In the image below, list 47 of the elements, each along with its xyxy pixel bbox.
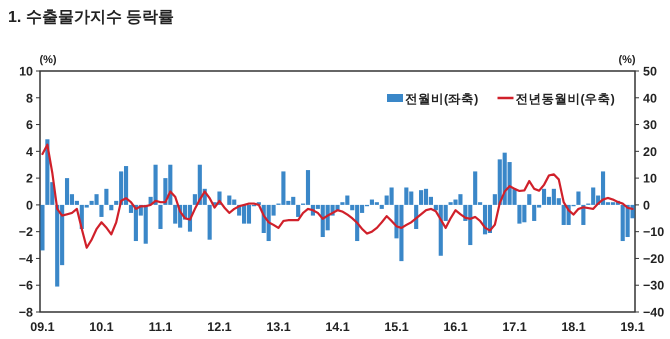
bar [40, 204, 45, 250]
x-tick-label: 15.1 [384, 320, 409, 334]
legend-label: 전월비(좌축) [405, 92, 478, 106]
bar [109, 204, 114, 210]
x-tick-label: 12.1 [207, 320, 232, 334]
x-tick-label: 19.1 [620, 320, 645, 334]
line-series [41, 144, 634, 249]
y-tick-label: −2 [18, 225, 34, 240]
y2-tick-label: −30 [643, 278, 664, 293]
x-tick-label: 11.1 [148, 320, 172, 334]
y2-tick-label: 40 [643, 91, 657, 106]
chart-title: 1. 수출물가지수 등락률 [8, 9, 174, 26]
y2-tick-label: 0 [643, 198, 650, 212]
y2-tick-label: 10 [643, 172, 657, 186]
y-tick-label: −4 [18, 252, 34, 266]
y2-tick-label: −20 [643, 252, 664, 266]
bar [527, 194, 532, 205]
y2-tick-label: 20 [643, 144, 657, 159]
y2-tick-label: −40 [643, 306, 664, 320]
x-tick-label: 09.1 [30, 320, 55, 334]
y-tick-label: −6 [18, 278, 34, 293]
y-tick-label: 8 [26, 91, 34, 106]
y2-tick-label: 50 [643, 64, 657, 78]
x-tick-label: 18.1 [561, 320, 586, 334]
bar [104, 188, 108, 205]
bar [380, 204, 384, 209]
bar [99, 204, 104, 217]
y2-axis-title: (%) [618, 54, 636, 66]
y2-tick-label: −10 [643, 225, 664, 240]
y-tick-label: 2 [26, 172, 34, 186]
x-tick-label: 13.1 [266, 320, 291, 334]
y-tick-label: −8 [18, 306, 34, 320]
x-tick-label: 16.1 [443, 320, 468, 334]
y-axis-title: (%) [39, 54, 57, 66]
y-tick-label: 0 [26, 198, 34, 212]
bar [208, 204, 212, 240]
bar [158, 204, 163, 229]
y-tick-label: 6 [26, 118, 34, 132]
y-tick-label: 10 [19, 64, 34, 78]
x-tick-label: 17.1 [502, 320, 527, 334]
y-tick-label: 4 [26, 144, 34, 159]
bar [576, 192, 581, 205]
legend-label: 전년동월비(우축) [516, 92, 615, 106]
x-tick-label: 14.1 [325, 320, 350, 334]
x-tick-label: 10.1 [89, 320, 114, 334]
bar [296, 204, 300, 217]
y2-tick-label: 30 [643, 118, 657, 132]
